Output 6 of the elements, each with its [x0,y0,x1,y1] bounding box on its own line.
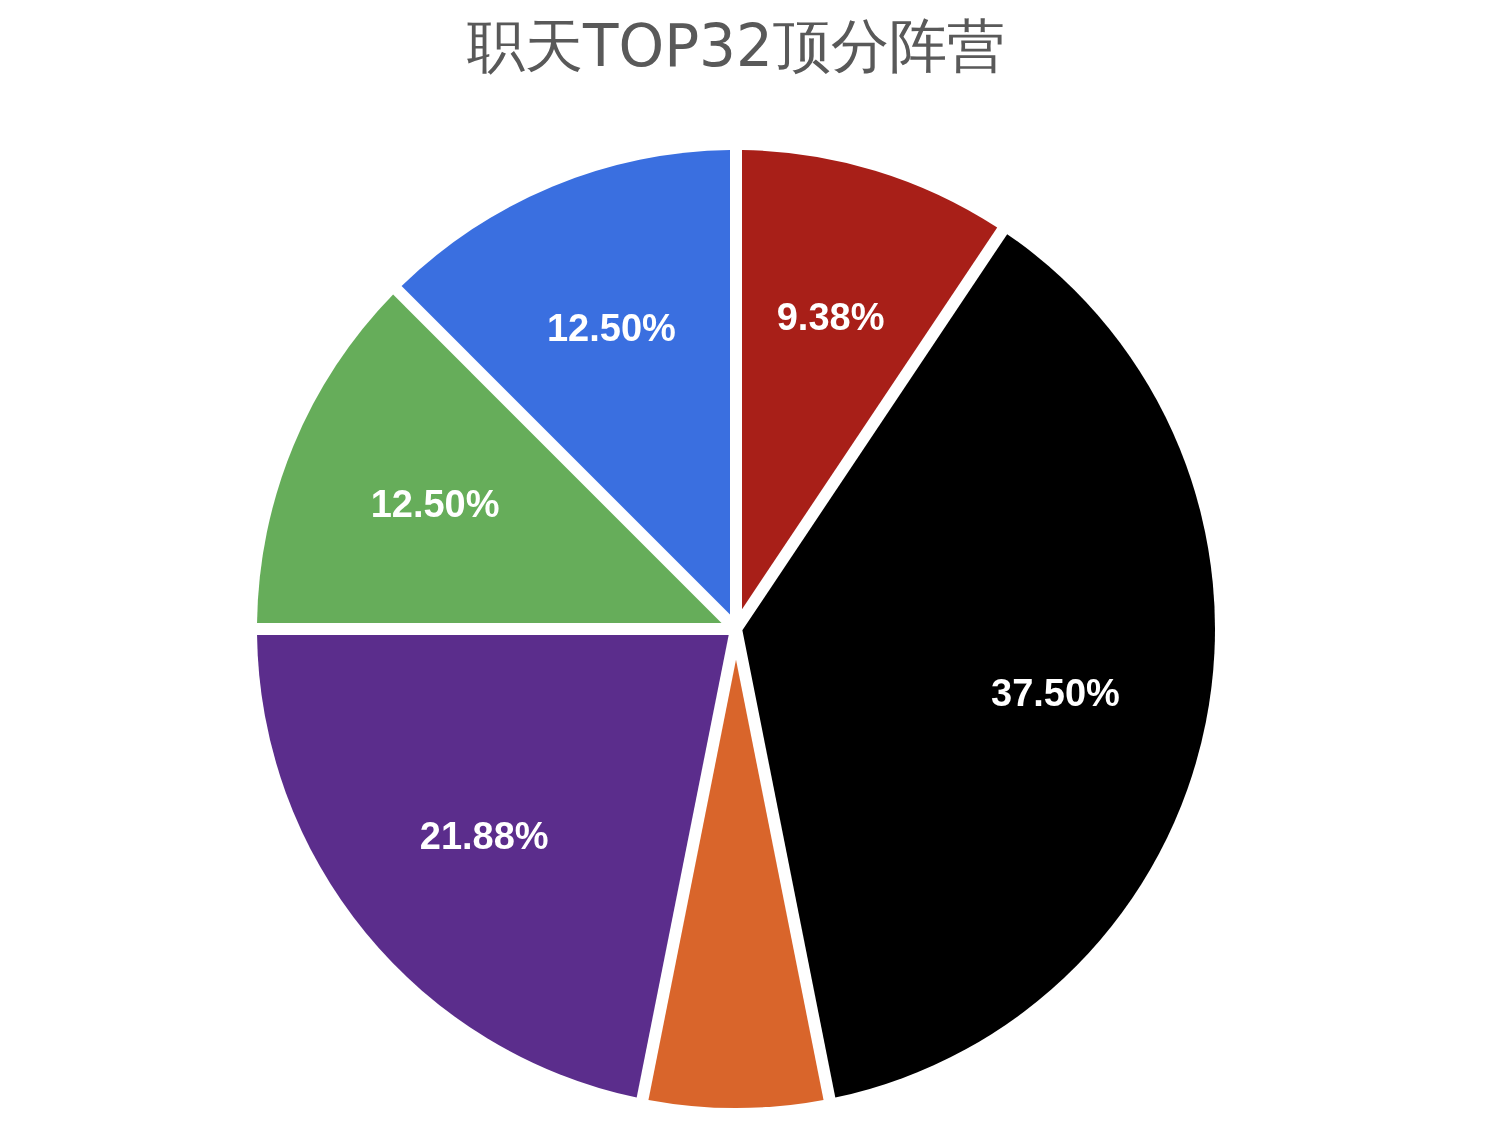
data-label: 12.50% [370,483,500,526]
data-label: 9.38% [776,296,885,339]
data-label: 12.50% [546,307,676,350]
data-label: 37.50% [991,671,1120,714]
chart-title: 职天TOP32顶分阵营 [467,12,1005,80]
data-label: 21.88% [419,814,549,857]
